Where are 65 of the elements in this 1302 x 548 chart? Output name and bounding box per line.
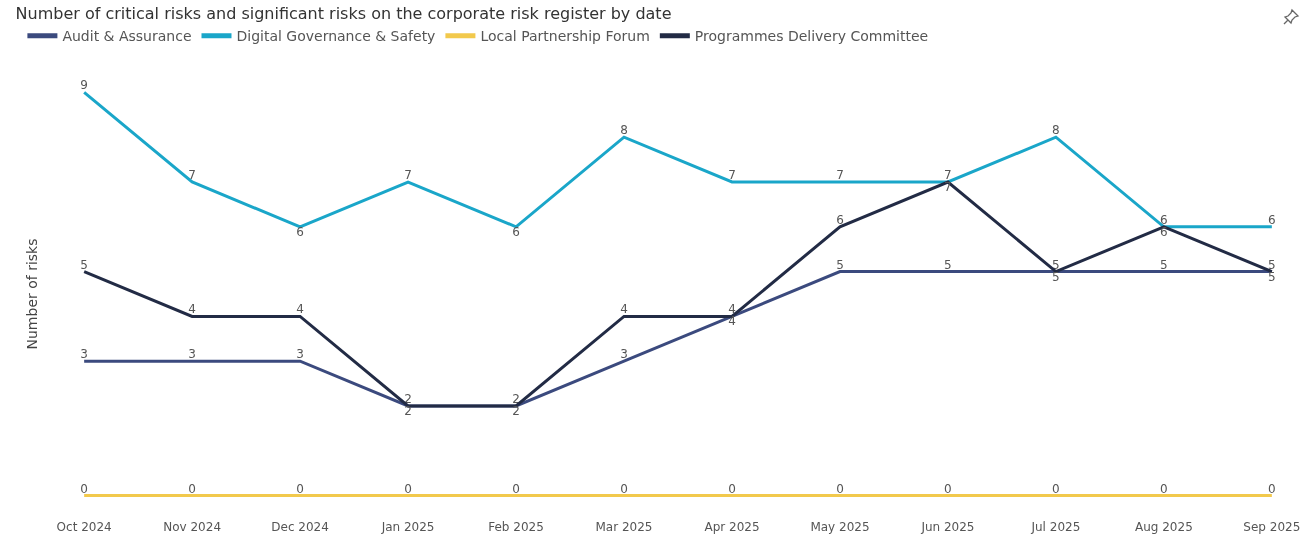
data-label: 4 <box>188 302 196 317</box>
x-tick-label: Jun 2025 <box>920 520 975 534</box>
data-label: 0 <box>620 481 628 496</box>
data-label: 6 <box>1160 224 1168 239</box>
data-label: 2 <box>404 404 412 418</box>
data-label: 0 <box>836 481 844 496</box>
data-label: 5 <box>1052 257 1060 272</box>
chart-title: Number of critical risks and significant risks on the corporate risk register by date <box>15 4 672 24</box>
data-label: 8 <box>1052 123 1060 138</box>
data-label: 7 <box>836 168 844 182</box>
data-label: 0 <box>1052 481 1060 496</box>
data-label: 6 <box>296 224 304 239</box>
data-label: 4 <box>620 302 628 317</box>
data-label: 4 <box>728 314 736 329</box>
legend-label: Audit & Assurance <box>62 28 192 45</box>
data-label: 6 <box>512 224 520 239</box>
data-label: 0 <box>728 481 736 496</box>
data-label: 0 <box>80 481 88 496</box>
legend-label: Digital Governance & Safety <box>236 28 436 45</box>
data-label: 5 <box>836 257 844 272</box>
data-label: 3 <box>296 347 304 362</box>
y-axis-title: Number of risks <box>23 238 40 350</box>
data-label: 2 <box>512 392 520 406</box>
data-label: 0 <box>944 481 952 496</box>
data-label: 7 <box>728 168 736 182</box>
x-tick-label: Apr 2025 <box>704 520 760 534</box>
data-label: 4 <box>728 302 736 317</box>
x-tick-label: Aug 2025 <box>1134 520 1193 534</box>
data-label: 5 <box>80 257 88 272</box>
data-label: 2 <box>404 392 412 406</box>
data-label: 0 <box>512 481 520 496</box>
data-label: 8 <box>620 123 628 138</box>
data-label: 5 <box>1268 269 1276 284</box>
x-tick-label: Jul 2025 <box>1030 520 1081 534</box>
data-label: 3 <box>188 347 196 362</box>
data-label: 7 <box>944 168 952 182</box>
x-tick-label: Dec 2024 <box>271 520 329 534</box>
data-label: 2 <box>512 404 520 418</box>
data-label: 5 <box>1268 257 1276 272</box>
data-label: 7 <box>404 168 412 182</box>
data-label: 9 <box>80 78 88 93</box>
data-label: 6 <box>1268 212 1276 227</box>
data-label: 6 <box>836 212 844 227</box>
data-label: 4 <box>296 302 304 317</box>
x-tick-label: Jan 2025 <box>380 520 435 534</box>
data-label: 0 <box>404 481 412 496</box>
data-label: 5 <box>944 257 952 272</box>
x-tick-label: Nov 2024 <box>163 520 222 534</box>
legend-label: Programmes Delivery Committee <box>694 28 929 45</box>
data-label: 3 <box>620 347 628 362</box>
data-label: 6 <box>1160 212 1168 227</box>
data-label: 0 <box>1268 481 1276 496</box>
data-label: 5 <box>1052 269 1060 284</box>
x-tick-label: Feb 2025 <box>488 520 544 534</box>
data-label: 0 <box>188 481 196 496</box>
data-label: 5 <box>1160 257 1168 272</box>
data-label: 0 <box>1160 481 1168 496</box>
data-label: 7 <box>188 168 196 182</box>
x-tick-label: Oct 2024 <box>56 520 112 534</box>
legend-label: Local Partnership Forum <box>480 28 650 45</box>
data-label: 0 <box>296 481 304 496</box>
x-tick-label: Sep 2025 <box>1243 520 1301 534</box>
data-label: 3 <box>80 347 88 362</box>
x-tick-label: Mar 2025 <box>595 520 653 534</box>
x-tick-label: May 2025 <box>810 520 870 534</box>
